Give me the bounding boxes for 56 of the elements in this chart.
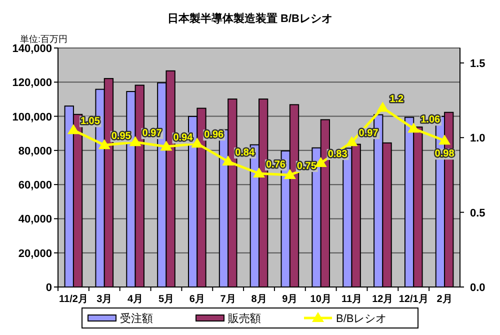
- x-tick-label: 9月: [282, 294, 298, 305]
- x-tick-label: 12/1月: [398, 294, 428, 305]
- point: [98, 139, 110, 150]
- data-label: 0.94: [173, 132, 194, 144]
- y-tick-label: 60,000: [18, 180, 52, 192]
- y-tick-label: 0: [46, 282, 52, 294]
- x-tick-label: 10月: [310, 294, 332, 305]
- x-tick-label: 11/2月: [59, 294, 88, 305]
- point: [284, 168, 296, 179]
- legend-label: B/Bレシオ: [336, 313, 387, 325]
- data-label: 0.76: [266, 159, 286, 170]
- point: [67, 124, 80, 134]
- data-label: 0.75: [296, 160, 317, 172]
- data-label: 0.96: [204, 130, 224, 141]
- y2-tick-label: 0.5: [470, 207, 486, 220]
- point: [129, 136, 142, 146]
- x-tick-label: 8月: [251, 294, 267, 305]
- data-label: 0.84: [235, 148, 255, 159]
- data-label: 1.06: [420, 114, 441, 126]
- point: [191, 138, 204, 148]
- data-label: 0.95: [111, 131, 132, 142]
- x-tick-label: 4月: [128, 294, 144, 305]
- data-label: 1.2: [390, 94, 404, 105]
- y2-tick-label: 0.0: [470, 282, 486, 294]
- text: 単位:百万円: [20, 34, 68, 44]
- data-label: 0.98: [434, 148, 455, 160]
- x-tick-label: 12月: [372, 294, 394, 305]
- point: [408, 122, 420, 133]
- y2-tick-label: 1.5: [470, 58, 486, 70]
- point: [346, 136, 358, 146]
- legend-label: 受注額: [120, 312, 153, 325]
- x-tick-label: 7月: [220, 294, 236, 305]
- legend-label: 販売額: [228, 312, 261, 325]
- data-label: 0.83: [328, 149, 348, 160]
- y-tick-label: 20,000: [18, 248, 52, 260]
- point: [438, 134, 451, 145]
- y-tick-label: 120,000: [12, 77, 52, 90]
- x-tick-label: 11月: [341, 294, 362, 305]
- point: [253, 167, 265, 178]
- x-tick-label: 6月: [189, 294, 205, 305]
- data-label: 1.05: [80, 116, 100, 128]
- y2-tick-label: 1.0: [470, 132, 486, 145]
- y-tick-label: 140,000: [12, 43, 52, 55]
- x-tick-label: 5月: [158, 294, 174, 305]
- y-tick-label: 80,000: [18, 145, 52, 158]
- point: [160, 140, 172, 151]
- chart-title: 日本製半導体製造装置 B/Bレシオ: [168, 12, 332, 25]
- data-label: 0.97: [142, 128, 162, 140]
- point: [376, 102, 389, 112]
- data-label: 0.97: [358, 128, 379, 140]
- y-tick-label: 100,000: [12, 111, 52, 124]
- y-tick-label: 40,000: [18, 214, 52, 226]
- point: [222, 156, 234, 166]
- x-tick-label: 3月: [96, 294, 112, 305]
- point: [314, 157, 327, 168]
- x-tick-label: 2月: [436, 294, 452, 305]
